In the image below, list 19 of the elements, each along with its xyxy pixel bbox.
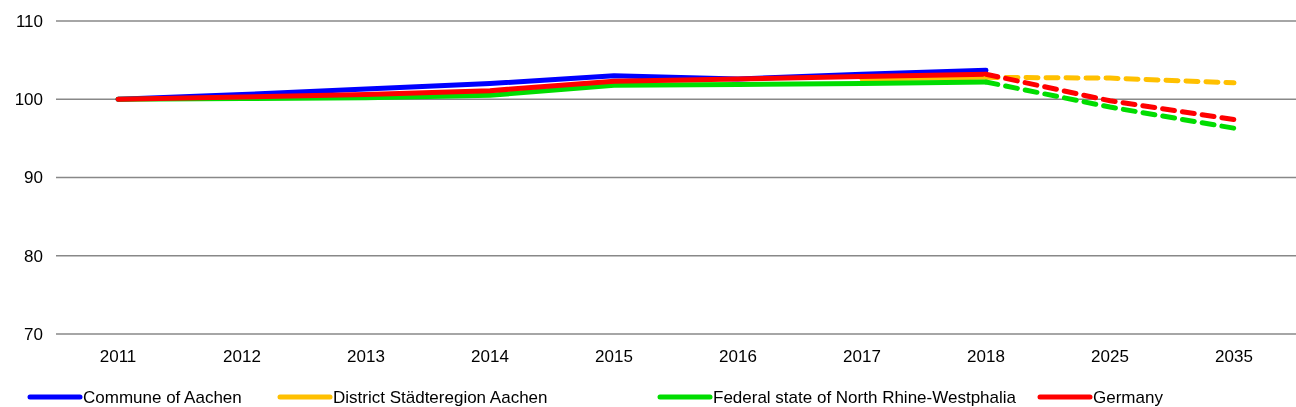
x-tick-label: 2016 (719, 347, 757, 366)
x-tick-label: 2025 (1091, 347, 1129, 366)
y-tick-label: 100 (14, 90, 43, 110)
x-tick-label: 2035 (1215, 347, 1253, 366)
x-tick-label: 2017 (843, 347, 881, 366)
legend-label: District Städteregion Aachen (333, 387, 548, 407)
legend-label: Germany (1093, 387, 1164, 407)
y-tick-label: 110 (15, 11, 43, 31)
x-tick-label: 2015 (595, 347, 633, 366)
y-tick-label: 90 (24, 168, 43, 188)
x-tick-label: 2011 (99, 347, 137, 366)
x-tick-label: 2014 (471, 347, 509, 366)
y-tick-label: 70 (24, 324, 43, 344)
x-tick-label: 2012 (223, 347, 261, 366)
x-tick-label: 2018 (967, 347, 1005, 366)
y-tick-label: 80 (24, 246, 43, 266)
legend-label: Federal state of North Rhine-Westphalia (713, 387, 1017, 407)
legend-label: Commune of Aachen (83, 387, 242, 407)
x-tick-label: 2013 (347, 347, 385, 366)
